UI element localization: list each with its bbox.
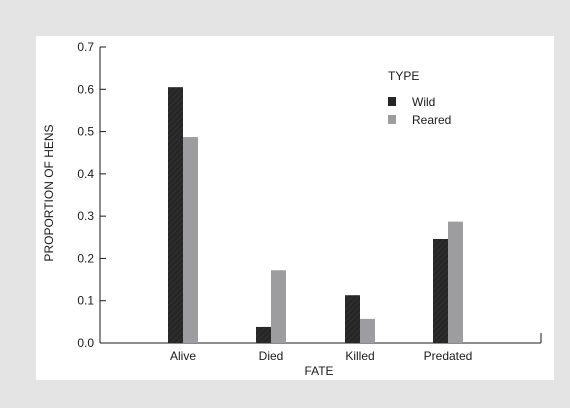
y-tick-label: 0.7 — [77, 40, 94, 54]
y-tick-label: 0.1 — [77, 294, 94, 308]
bar-wild-killed — [345, 295, 360, 343]
y-tick-label: 0.0 — [77, 336, 94, 350]
legend: TYPE Wild Reared — [388, 69, 451, 127]
chart-panel: 0.0 0.1 0.2 0.3 0.4 0.5 0.6 0.7 FATE PROPORTION O… — [36, 36, 554, 380]
y-tick-label: 0.2 — [77, 251, 94, 265]
x-axis-title: FATE — [304, 364, 333, 378]
legend-title: TYPE — [388, 69, 419, 83]
bar-wild-died — [256, 326, 271, 343]
y-tick-label: 0.3 — [77, 209, 94, 223]
x-tick-label-alive: Alive — [170, 349, 196, 363]
y-tick-label: 0.4 — [77, 167, 94, 181]
legend-swatch-reared — [388, 115, 396, 124]
y-tick-label: 0.6 — [77, 82, 94, 96]
x-tick-label-predated: Predated — [424, 349, 473, 363]
x-tick-label-died: Died — [259, 349, 284, 363]
y-tick-label: 0.5 — [77, 125, 94, 139]
y-axis-title: PROPORTION OF HENS — [42, 124, 56, 261]
bar-reared-alive — [183, 137, 198, 343]
legend-swatch-wild — [388, 97, 396, 106]
bar-wild-predated — [433, 238, 448, 343]
axes: 0.0 0.1 0.2 0.3 0.4 0.5 0.6 0.7 FATE PROPORTION O… — [42, 40, 542, 378]
bars: Alive Died Killed Predated — [168, 87, 472, 363]
bar-reared-predated — [448, 221, 463, 343]
legend-label-reared: Reared — [412, 113, 451, 127]
bar-reared-killed — [360, 318, 375, 343]
bar-chart: 0.0 0.1 0.2 0.3 0.4 0.5 0.6 0.7 FATE PROPORTION O… — [42, 40, 542, 378]
bar-reared-died — [271, 270, 286, 343]
legend-label-wild: Wild — [412, 95, 435, 109]
bar-wild-alive — [168, 87, 183, 343]
x-tick-label-killed: Killed — [345, 349, 374, 363]
